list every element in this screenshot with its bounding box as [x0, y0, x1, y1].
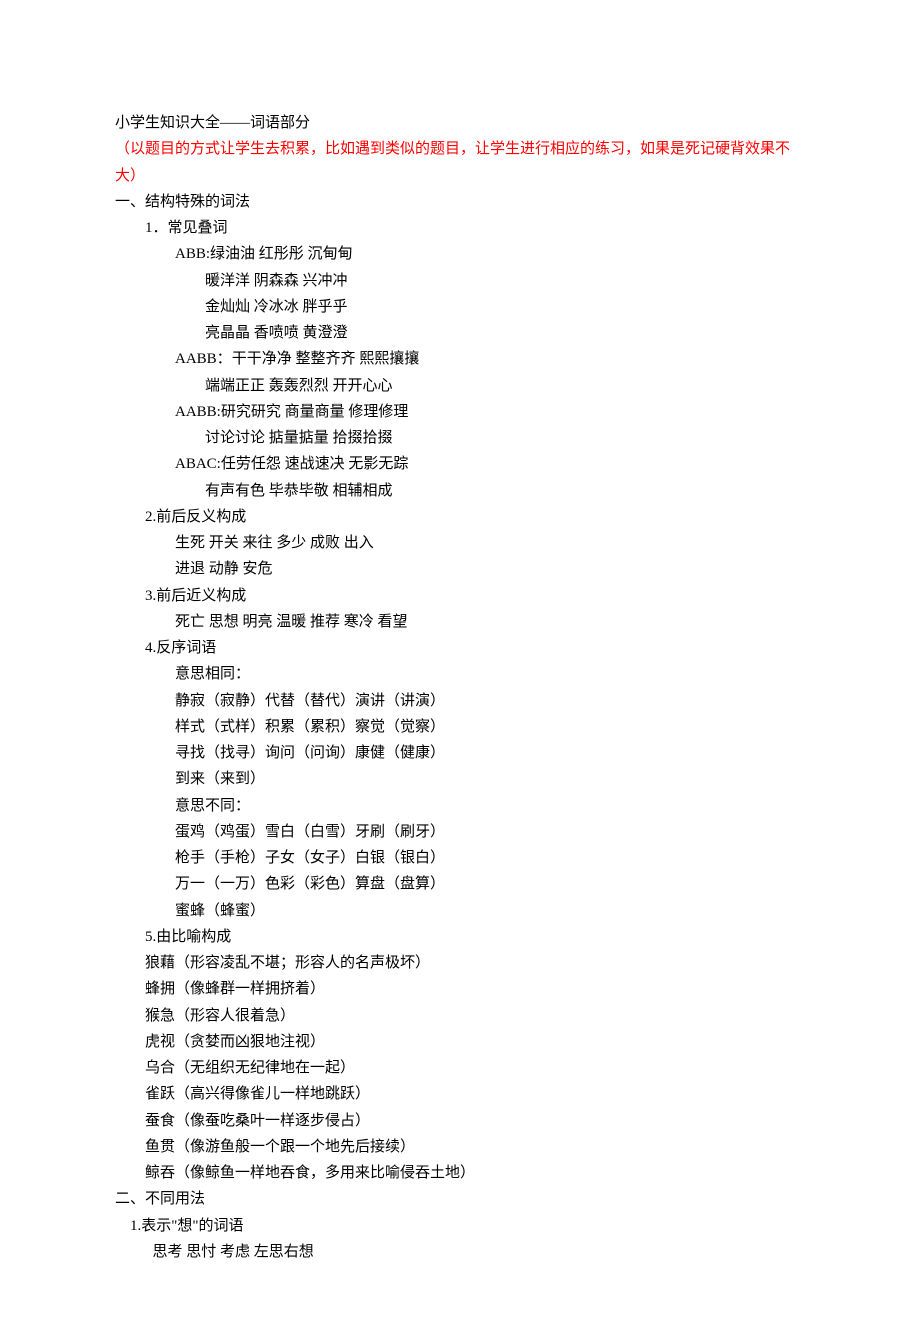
section-2-heading: 二、不同用法 — [115, 1186, 805, 1212]
abb-label: ABB: — [175, 246, 210, 262]
s4-diff-2: 万一（一万）色彩（彩色）算盘（盘算） — [115, 871, 805, 897]
s4-same-2: 寻找（找寻）询问（问询）康健（健康） — [115, 740, 805, 766]
sub-1-1-heading: 1．常见叠词 — [115, 215, 805, 241]
abac-line-0: 任劳任怨 速战速决 无影无踪 — [221, 456, 409, 472]
s3-line-0: 死亡 思想 明亮 温暖 推荐 寒冷 看望 — [115, 609, 805, 635]
section-1-heading: 一、结构特殊的词法 — [115, 189, 805, 215]
sec2-s1-line: 思考 思忖 考虑 左思右想 — [115, 1239, 805, 1265]
aabb2-line-0: 研究研究 商量商量 修理修理 — [221, 404, 409, 420]
aabb2-row: AABB:研究研究 商量商量 修理修理 — [115, 399, 805, 425]
abb-line-2: 金灿灿 冷冰冰 胖乎乎 — [115, 294, 805, 320]
s4-same-0: 静寂（寂静）代替（替代）演讲（讲演） — [115, 688, 805, 714]
aabb1-line-1: 端端正正 轰轰烈烈 开开心心 — [115, 373, 805, 399]
aabb1-row: AABB：干干净净 整整齐齐 熙熙攘攘 — [115, 346, 805, 372]
note-open-paren: （ — [115, 141, 130, 157]
s4-diff-1: 枪手（手枪）子女（女子）白银（银白） — [115, 845, 805, 871]
aabb2-label: AABB: — [175, 404, 221, 420]
abb-line-3: 亮晶晶 香喷喷 黄澄澄 — [115, 320, 805, 346]
sub-1-2-heading: 2.前后反义构成 — [115, 504, 805, 530]
abb-line-0: 绿油油 红彤彤 沉甸甸 — [210, 246, 353, 262]
note-close-paren: ） — [130, 168, 145, 184]
s5-line-2: 猴急（形容人很着急） — [115, 1003, 805, 1029]
s4-diff-3: 蜜蜂（蜂蜜） — [115, 898, 805, 924]
s5-line-3: 虎视（贪婪而凶狠地注视） — [115, 1029, 805, 1055]
abac-row: ABAC:任劳任怨 速战速决 无影无踪 — [115, 451, 805, 477]
abac-label: ABAC: — [175, 456, 221, 472]
s5-line-8: 鲸吞（像鲸鱼一样地吞食，多用来比喻侵吞土地） — [115, 1160, 805, 1186]
s4-same-3: 到来（来到） — [115, 766, 805, 792]
note-body: 以题目的方式让学生去积累，比如遇到类似的题目，让学生进行相应的练习，如果是死记硬… — [115, 141, 790, 183]
abb-row: ABB:绿油油 红彤彤 沉甸甸 — [115, 241, 805, 267]
abb-line-1: 暖洋洋 阴森森 兴冲冲 — [115, 268, 805, 294]
s5-line-0: 狼藉（形容凌乱不堪；形容人的名声极坏） — [115, 950, 805, 976]
s4-diff-heading: 意思不同： — [115, 793, 805, 819]
document-page: 小学生知识大全——词语部分 （以题目的方式让学生去积累，比如遇到类似的题目，让学… — [0, 0, 920, 1325]
aabb1-label: AABB： — [175, 351, 232, 367]
s2-line-1: 进退 动静 安危 — [115, 556, 805, 582]
s4-same-1: 样式（式样）积累（累积）察觉（觉察） — [115, 714, 805, 740]
s2-line-0: 生死 开关 来往 多少 成败 出入 — [115, 530, 805, 556]
sub-2-1-heading: 1.表示"想"的词语 — [115, 1213, 805, 1239]
sub-1-5-heading: 5.由比喻构成 — [115, 924, 805, 950]
abac-line-1: 有声有色 毕恭毕敬 相辅相成 — [115, 478, 805, 504]
s5-line-5: 雀跃（高兴得像雀儿一样地跳跃） — [115, 1081, 805, 1107]
s5-line-7: 鱼贯（像游鱼般一个跟一个地先后接续） — [115, 1134, 805, 1160]
teacher-note: （以题目的方式让学生去积累，比如遇到类似的题目，让学生进行相应的练习，如果是死记… — [115, 136, 805, 189]
s4-same-heading: 意思相同： — [115, 661, 805, 687]
sub-1-3-heading: 3.前后近义构成 — [115, 583, 805, 609]
s5-line-4: 乌合（无组织无纪律地在一起） — [115, 1055, 805, 1081]
sub-1-4-heading: 4.反序词语 — [115, 635, 805, 661]
doc-title: 小学生知识大全——词语部分 — [115, 110, 805, 136]
aabb2-line-1: 讨论讨论 掂量掂量 拾掇拾掇 — [115, 425, 805, 451]
s5-line-6: 蚕食（像蚕吃桑叶一样逐步侵占） — [115, 1108, 805, 1134]
s4-diff-0: 蛋鸡（鸡蛋）雪白（白雪）牙刷（刷牙） — [115, 819, 805, 845]
aabb1-line-0: 干干净净 整整齐齐 熙熙攘攘 — [232, 351, 420, 367]
s5-line-1: 蜂拥（像蜂群一样拥挤着） — [115, 976, 805, 1002]
